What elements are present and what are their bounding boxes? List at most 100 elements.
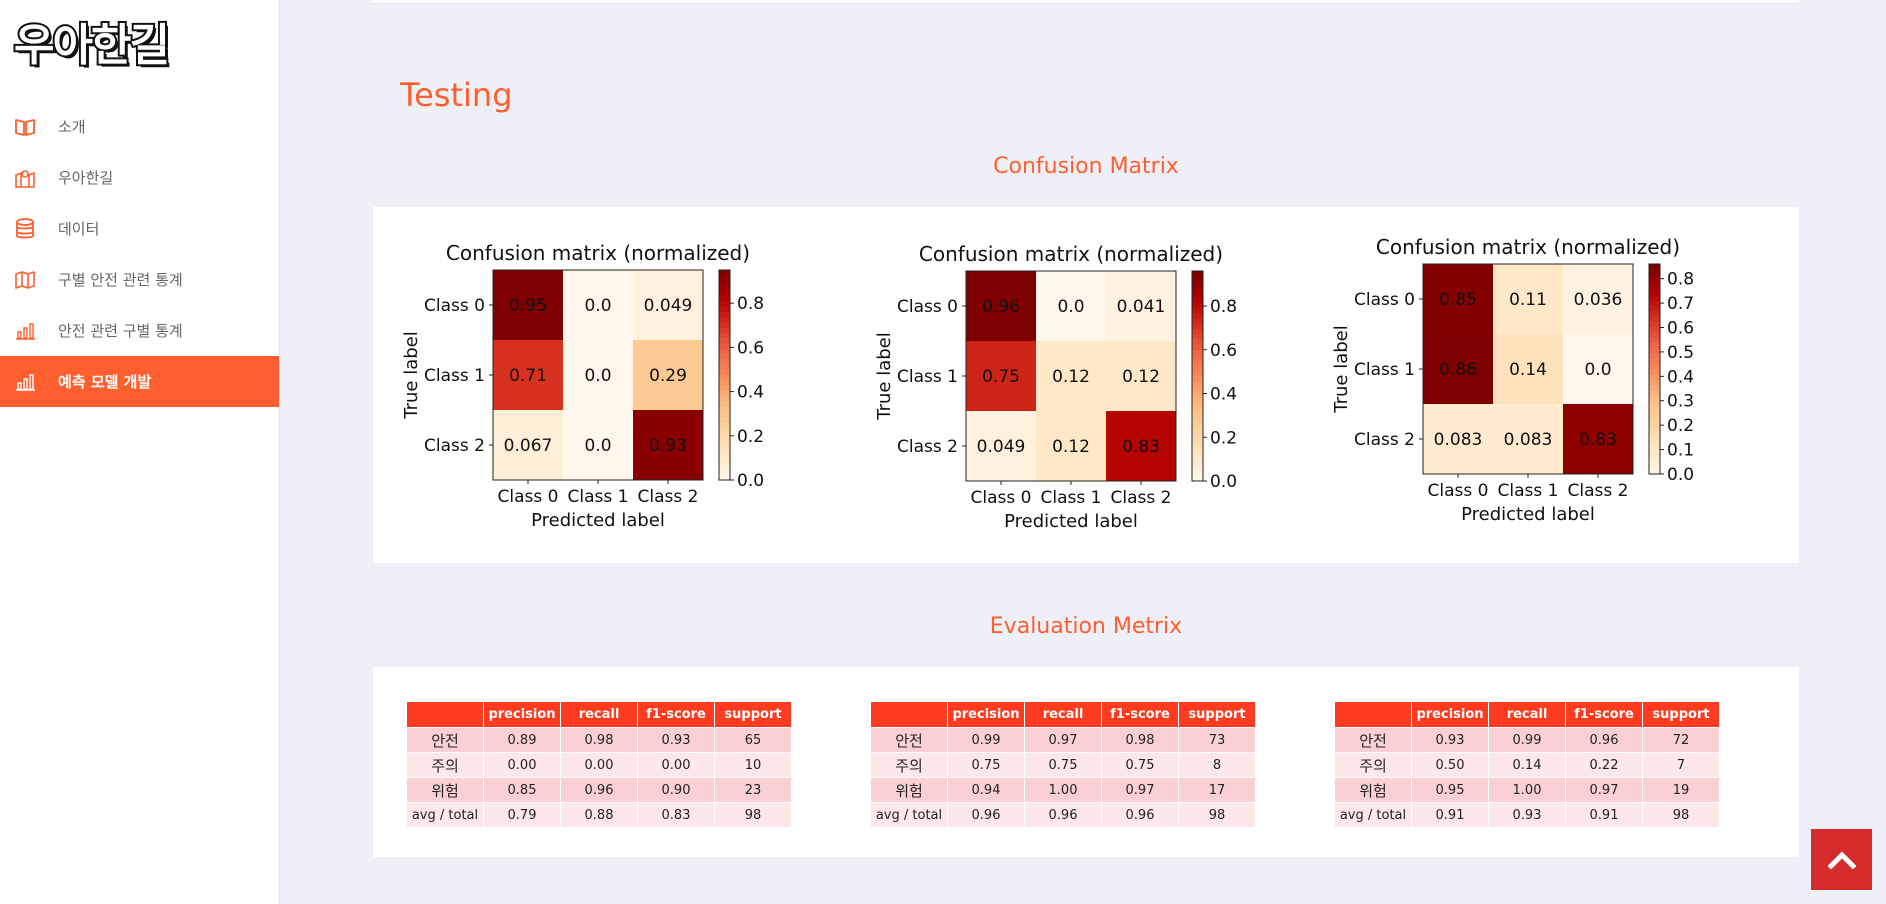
colorbar-tick-label: 0.0 xyxy=(1667,465,1694,485)
cell-value-label: 0.049 xyxy=(644,296,693,316)
sidebar-item-intro[interactable]: 소개 xyxy=(0,101,279,152)
colorbar-segment xyxy=(1192,349,1203,356)
colorbar-segment xyxy=(1192,433,1203,440)
colorbar-tick-label: 0.4 xyxy=(1210,385,1237,405)
table-row: avg / total 0.91 0.93 0.91 98 xyxy=(1335,802,1720,828)
table-header-row: precision recall f1-score support xyxy=(871,702,1256,728)
heatmap-cell xyxy=(493,270,563,340)
colorbar-segment xyxy=(1649,285,1660,291)
table-cell: 73 xyxy=(1178,727,1256,753)
colorbar-segment xyxy=(1649,421,1660,428)
cell-value-label: 0.12 xyxy=(1052,437,1090,457)
colorbar-segment xyxy=(1192,292,1203,298)
cell-value-label: 0.036 xyxy=(1574,290,1623,310)
heatmap-cell xyxy=(966,341,1036,411)
evaluation-table-1: precision recall f1-score support 안전 0.89 0.98… xyxy=(407,702,792,828)
colorbar-segment xyxy=(1192,423,1203,430)
colorbar-segment xyxy=(719,448,730,455)
cell-value-label: 0.85 xyxy=(1439,290,1477,310)
bar-chart-icon xyxy=(14,320,36,342)
heatmap-cell xyxy=(1106,341,1176,411)
colorbar-segment xyxy=(719,411,730,418)
colorbar-tick-label: 0.6 xyxy=(1667,318,1694,338)
colorbar-tick-label: 0.0 xyxy=(737,471,764,491)
colorbar-segment xyxy=(1649,468,1660,475)
colorbar-segment xyxy=(1192,402,1203,409)
sidebar-item-wooahangil[interactable]: 우아한길 xyxy=(0,152,279,203)
app-logo[interactable]: 우아한길 xyxy=(12,20,172,71)
sidebar-item-prediction-model[interactable]: 예측 모델 개발 xyxy=(0,356,279,407)
sidebar-item-data[interactable]: 데이터 xyxy=(0,203,279,254)
sidebar-item-label: 예측 모델 개발 xyxy=(58,373,152,391)
colorbar-segment xyxy=(719,459,730,465)
colorbar-segment xyxy=(719,464,730,471)
colorbar-segment xyxy=(1649,384,1660,391)
colorbar-tick-label: 0.4 xyxy=(1667,367,1694,387)
page-title: Testing xyxy=(400,76,513,114)
heatmap-cell xyxy=(1563,404,1633,474)
heatmap-cell xyxy=(633,340,703,410)
colorbar-tick-label: 0.1 xyxy=(1667,441,1694,461)
column-header: recall xyxy=(1024,702,1102,728)
heatmap-cell xyxy=(1036,271,1106,341)
colorbar-segment xyxy=(1649,379,1660,386)
colorbar-segment xyxy=(1192,302,1203,309)
colorbar-segment xyxy=(1649,353,1660,360)
sidebar-item-district-safety-stats[interactable]: 구별 안전 관련 통계 xyxy=(0,254,279,305)
heatmap-cell xyxy=(1423,264,1493,334)
colorbar-segment xyxy=(1192,465,1203,472)
table-row: 위험 0.95 1.00 0.97 19 xyxy=(1335,777,1720,803)
colorbar-segment xyxy=(1192,360,1203,367)
cell-value-label: 0.93 xyxy=(649,436,687,456)
y-tick-label: Class 1 xyxy=(1354,360,1415,380)
table-row: 위험 0.85 0.96 0.90 23 xyxy=(407,777,792,803)
colorbar-segment xyxy=(719,427,730,434)
colorbar-tick-label: 0.5 xyxy=(1667,343,1694,363)
colorbar-tick-label: 0.8 xyxy=(1667,270,1694,290)
row-label: 안전 xyxy=(871,727,948,753)
colorbar-segment xyxy=(1192,271,1203,277)
map-icon xyxy=(14,269,36,291)
table-cell: 0.96 xyxy=(560,777,638,803)
colorbar-segment xyxy=(1649,432,1660,438)
heatmap-cell xyxy=(633,270,703,340)
colorbar-segment xyxy=(1192,334,1203,340)
sidebar-item-safety-district-stats[interactable]: 안전 관련 구별 통계 xyxy=(0,305,279,356)
colorbar-tick-label: 0.2 xyxy=(737,427,764,447)
colorbar-segment xyxy=(1649,405,1660,412)
table-row: avg / total 0.96 0.96 0.96 98 xyxy=(871,802,1256,828)
colorbar-segment xyxy=(1649,416,1660,423)
x-axis-label: Predicted label xyxy=(531,510,665,531)
column-header: recall xyxy=(1488,702,1566,728)
colorbar-segment xyxy=(1192,460,1203,466)
column-header: f1-score xyxy=(1101,702,1179,728)
colorbar-segment xyxy=(1192,313,1203,319)
colorbar-segment xyxy=(719,417,730,423)
table-cell: 0.93 xyxy=(1411,727,1489,753)
table-cell: 17 xyxy=(1178,777,1256,803)
colorbar-segment xyxy=(1192,470,1203,477)
cell-value-label: 0.83 xyxy=(1122,437,1160,457)
colorbar-segment xyxy=(1192,365,1203,372)
heatmap-cell xyxy=(1493,334,1563,404)
table-row: 안전 0.89 0.98 0.93 65 xyxy=(407,727,792,753)
table-cell: 0.95 xyxy=(1411,777,1489,803)
x-tick-label: Class 1 xyxy=(568,487,629,507)
colorbar-segment xyxy=(1649,426,1660,433)
row-label: 안전 xyxy=(1335,727,1412,753)
confusion-matrix-chart-1: Confusion matrix (normalized) 0.95 0.0 0.04… xyxy=(403,242,764,531)
table-cell: 0.97 xyxy=(1024,727,1102,753)
table-cell: 0.97 xyxy=(1565,777,1643,803)
column-header: precision xyxy=(947,702,1025,728)
database-icon xyxy=(14,217,36,240)
row-label: 위험 xyxy=(1335,777,1412,803)
colorbar-segment xyxy=(1192,297,1203,304)
table-cell: 1.00 xyxy=(1488,777,1566,803)
confusion-matrix-chart-2: Confusion matrix (normalized) 0.96 0.0 0.04… xyxy=(876,243,1237,532)
table-cell: 0.91 xyxy=(1411,802,1489,828)
scroll-to-top-button[interactable] xyxy=(1811,829,1872,890)
row-label: 주의 xyxy=(1335,752,1412,778)
table-row: 주의 0.75 0.75 0.75 8 xyxy=(871,752,1256,778)
colorbar-segment xyxy=(1192,281,1203,288)
colorbar-segment xyxy=(719,375,730,381)
